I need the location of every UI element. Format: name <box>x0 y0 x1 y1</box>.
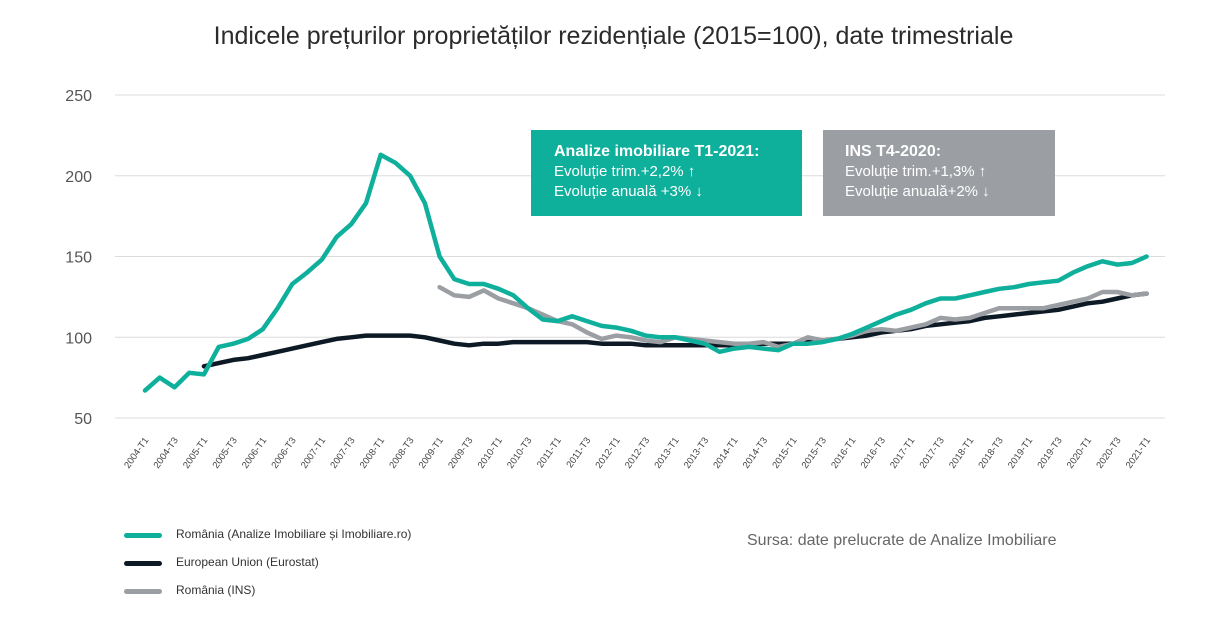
y-tick-label: 200 <box>65 169 92 186</box>
legend-label: România (INS) <box>176 583 256 597</box>
series-line-2 <box>437 284 1149 350</box>
x-tick-label: 2011-T3 <box>564 435 593 470</box>
x-axis-ticks: 2004-T1 2004-T3 2005-T1 2005-T3 2006-T1 2006-… <box>122 435 1153 470</box>
x-tick-label: 2015-T1 <box>770 435 799 470</box>
x-tick-label: 2018-T1 <box>947 435 976 470</box>
y-tick-label: 150 <box>65 250 92 267</box>
x-tick-label: 2014-T3 <box>741 435 770 470</box>
x-tick-label: 2011-T1 <box>535 435 564 470</box>
series-lines <box>142 152 1149 393</box>
legend-swatch <box>124 561 162 566</box>
x-tick-label: 2013-T3 <box>682 435 711 470</box>
source-note: Sursa: date prelucrate de Analize Imobil… <box>747 532 1057 549</box>
info-box-ins-heading: INS T4-2020: <box>845 143 942 160</box>
series-line-0 <box>142 152 1149 393</box>
info-box-ai-quarterly: Evoluție trim.+2,2% ↑ <box>554 163 696 180</box>
x-tick-label: 2004-T3 <box>152 435 181 470</box>
legend-label: România (Analize Imobiliare și Imobiliar… <box>176 527 412 541</box>
x-tick-label: 2007-T1 <box>299 435 328 470</box>
chart-title: Indicele prețurilor proprietăților rezid… <box>213 22 1014 50</box>
x-tick-label: 2006-T3 <box>269 435 298 470</box>
x-tick-label: 2020-T3 <box>1094 435 1123 470</box>
x-tick-label: 2005-T3 <box>211 435 240 470</box>
x-tick-label: 2007-T3 <box>328 435 357 470</box>
x-tick-label: 2010-T3 <box>505 435 534 470</box>
x-tick-label: 2010-T1 <box>476 435 505 470</box>
x-tick-label: 2019-T1 <box>1006 435 1035 470</box>
x-tick-label: 2014-T1 <box>711 435 740 470</box>
info-box-ins-annual: Evoluție anuală+2% ↓ <box>845 183 990 200</box>
info-box-analize-imobiliare: Analize imobiliare T1-2021: Evoluție tri… <box>531 130 802 216</box>
x-tick-label: 2016-T1 <box>829 435 858 470</box>
y-axis-ticks: 250 200 150 100 50 <box>65 88 92 428</box>
legend-swatch <box>124 589 162 594</box>
info-box-ai-annual: Evoluție anuală +3% ↓ <box>554 183 703 200</box>
x-tick-label: 2004-T1 <box>122 435 151 470</box>
legend-swatch <box>124 533 162 538</box>
x-tick-label: 2019-T3 <box>1035 435 1064 470</box>
y-tick-label: 100 <box>65 330 92 347</box>
info-box-ai-heading: Analize imobiliare T1-2021: <box>554 143 760 160</box>
x-tick-label: 2012-T3 <box>623 435 652 470</box>
y-tick-label: 50 <box>74 411 92 428</box>
x-tick-label: 2017-T3 <box>918 435 947 470</box>
legend-label: European Union (Eurostat) <box>176 555 319 569</box>
x-tick-label: 2008-T1 <box>358 435 387 470</box>
info-box-ins: INS T4-2020: Evoluție trim.+1,3% ↑ Evolu… <box>823 130 1055 216</box>
x-tick-label: 2018-T3 <box>976 435 1005 470</box>
x-tick-label: 2012-T1 <box>594 435 623 470</box>
x-tick-label: 2020-T1 <box>1065 435 1094 470</box>
x-tick-label: 2021-T1 <box>1124 435 1153 470</box>
series-line-1 <box>201 291 1149 369</box>
x-tick-label: 2015-T3 <box>800 435 829 470</box>
x-tick-label: 2006-T1 <box>240 435 269 470</box>
x-tick-label: 2008-T3 <box>387 435 416 470</box>
y-tick-label: 250 <box>65 88 92 105</box>
x-tick-label: 2017-T1 <box>888 435 917 470</box>
info-box-ins-quarterly: Evoluție trim.+1,3% ↑ <box>845 163 987 180</box>
x-tick-label: 2013-T1 <box>652 435 681 470</box>
x-tick-label: 2009-T1 <box>417 435 446 470</box>
x-tick-label: 2016-T3 <box>859 435 888 470</box>
x-tick-label: 2005-T1 <box>181 435 210 470</box>
x-tick-label: 2009-T3 <box>446 435 475 470</box>
